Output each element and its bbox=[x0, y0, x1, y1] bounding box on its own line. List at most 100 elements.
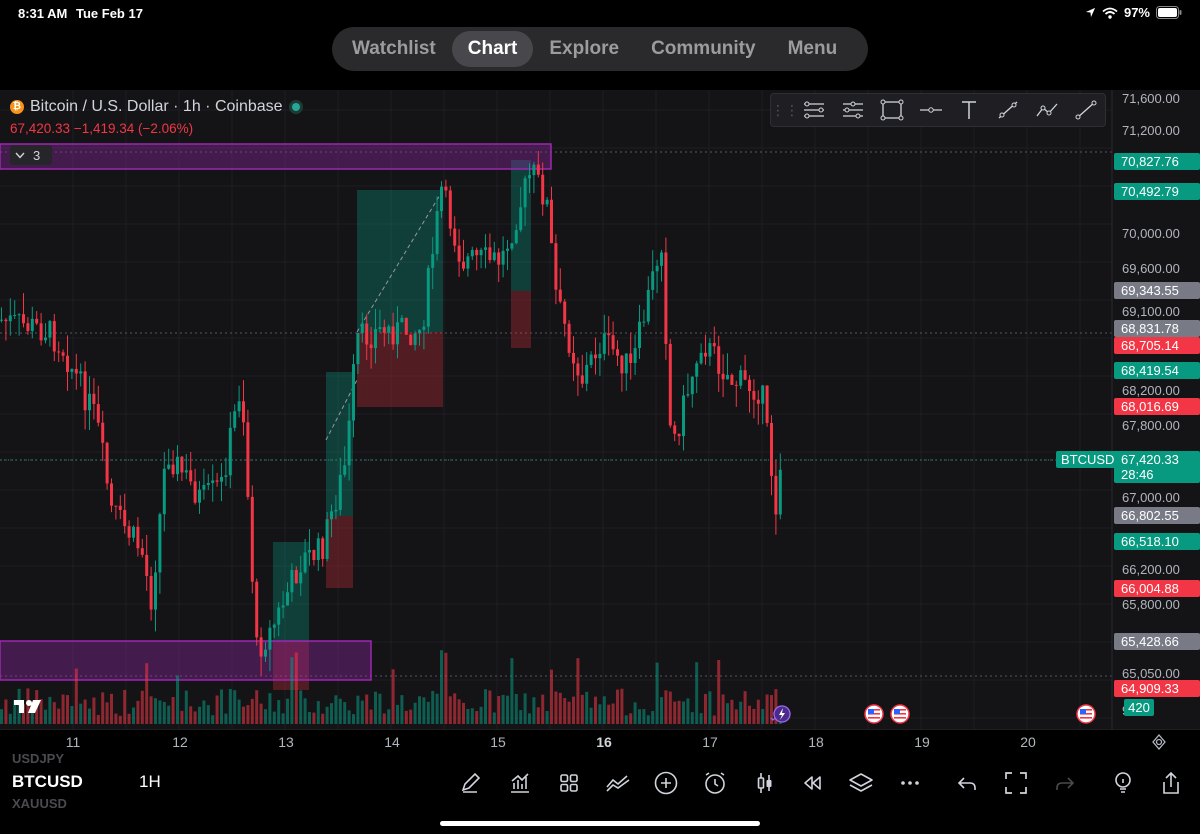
candle-body bbox=[655, 265, 659, 272]
volume-bar bbox=[396, 704, 399, 724]
candle-body bbox=[404, 317, 408, 335]
more-icon[interactable] bbox=[895, 768, 925, 798]
parallel-channel-icon[interactable] bbox=[834, 95, 873, 125]
candle-body bbox=[536, 164, 540, 175]
candle-body bbox=[589, 354, 593, 365]
volume-bar bbox=[721, 694, 725, 724]
layers-icon[interactable] bbox=[846, 768, 876, 798]
candle-body bbox=[272, 624, 276, 628]
us-event-icon[interactable] bbox=[864, 704, 884, 729]
alert-icon[interactable] bbox=[700, 768, 730, 798]
volume-bar bbox=[57, 708, 61, 724]
line-icon[interactable] bbox=[1066, 95, 1105, 125]
next-symbol[interactable]: XAUUSD bbox=[12, 796, 67, 811]
candle-body bbox=[677, 433, 681, 437]
volume-bar bbox=[765, 694, 769, 724]
chart-settings-icon[interactable] bbox=[1150, 733, 1168, 751]
candle-body bbox=[668, 343, 672, 426]
add-icon[interactable] bbox=[651, 768, 681, 798]
undo-icon[interactable] bbox=[952, 768, 982, 798]
candle-body bbox=[83, 371, 87, 411]
candle-body bbox=[105, 442, 109, 484]
volume-bar bbox=[664, 690, 668, 724]
horizontal-ray-icon[interactable] bbox=[795, 95, 834, 125]
text-icon[interactable] bbox=[950, 95, 989, 125]
volume-bar bbox=[149, 696, 153, 724]
volume-bar bbox=[290, 657, 294, 724]
price-tick: 67,800.00 bbox=[1122, 418, 1180, 433]
volume-bar bbox=[66, 695, 69, 724]
candle-body bbox=[444, 186, 448, 191]
candle-body bbox=[26, 323, 30, 332]
share-icon[interactable] bbox=[1156, 768, 1186, 798]
candle-body bbox=[734, 384, 738, 386]
tab-community[interactable]: Community bbox=[651, 38, 756, 59]
chart-area[interactable] bbox=[0, 90, 1200, 730]
price-badge: 68,705.14 bbox=[1114, 337, 1200, 354]
volume-bar bbox=[330, 703, 333, 724]
tab-watchlist[interactable]: Watchlist bbox=[352, 38, 436, 59]
pencil-icon[interactable] bbox=[455, 768, 485, 798]
redo-icon[interactable] bbox=[1050, 768, 1080, 798]
candle-body bbox=[752, 391, 756, 400]
symbol-legend[interactable]: ₿ Bitcoin / U.S. Dollar · 1h · Coinbase bbox=[10, 98, 303, 116]
candle-body bbox=[290, 570, 294, 593]
volume-bar bbox=[695, 662, 699, 724]
candle-type-icon[interactable] bbox=[750, 768, 780, 798]
indicators-toggle[interactable]: 3 bbox=[10, 145, 52, 165]
replay-icon[interactable] bbox=[797, 768, 827, 798]
drag-handle[interactable]: ⋮⋮ bbox=[771, 101, 799, 118]
status-time: 8:31 AM bbox=[18, 6, 68, 21]
timeframe-selector[interactable]: 1H bbox=[139, 772, 161, 791]
volume-bar bbox=[228, 688, 232, 724]
chevron-down-icon bbox=[15, 152, 25, 159]
earnings-event-icon[interactable] bbox=[769, 704, 793, 724]
price-badge: 68,016.69 bbox=[1114, 398, 1200, 415]
indicators-icon[interactable] bbox=[505, 768, 535, 798]
volume-bar bbox=[572, 696, 575, 724]
symbol-selector[interactable]: BTCUSD bbox=[12, 772, 83, 791]
volume-bar bbox=[145, 663, 149, 724]
chart-canvas[interactable] bbox=[0, 90, 1200, 730]
candle-body bbox=[228, 427, 232, 476]
candle-body bbox=[140, 548, 144, 555]
price-badge: 69,343.55 bbox=[1114, 282, 1200, 299]
rectangle-icon[interactable] bbox=[873, 95, 912, 125]
us-event-icon[interactable] bbox=[1076, 704, 1096, 729]
tab-explore[interactable]: Explore bbox=[549, 38, 620, 59]
compare-icon[interactable] bbox=[603, 768, 633, 798]
trend-line-icon[interactable] bbox=[989, 95, 1028, 125]
volume-bar bbox=[220, 689, 223, 724]
candle-body bbox=[598, 353, 602, 359]
us-event-icon[interactable] bbox=[890, 704, 910, 729]
candle-body bbox=[277, 607, 281, 625]
fullscreen-icon[interactable] bbox=[1001, 768, 1031, 798]
path-icon[interactable] bbox=[1028, 95, 1067, 125]
ideas-icon[interactable] bbox=[1108, 768, 1138, 798]
price-tick: 66,200.00 bbox=[1122, 562, 1180, 577]
candle-body bbox=[453, 228, 457, 246]
location-icon bbox=[1085, 7, 1096, 18]
candle-body bbox=[180, 456, 184, 473]
layout-grid-icon[interactable] bbox=[554, 768, 584, 798]
candle-body bbox=[127, 526, 131, 538]
prev-symbol[interactable]: USDJPY bbox=[12, 751, 65, 766]
volume-bar bbox=[400, 695, 404, 724]
candle-body bbox=[761, 385, 765, 404]
tab-chart[interactable]: Chart bbox=[451, 31, 534, 67]
volume-bar bbox=[712, 715, 716, 724]
candle-body bbox=[123, 510, 127, 527]
candle-body bbox=[695, 363, 699, 377]
candle-body bbox=[79, 371, 83, 374]
price-tick: 69,100.00 bbox=[1122, 304, 1180, 319]
volume-bar bbox=[545, 710, 549, 724]
volume-bar bbox=[286, 698, 289, 724]
market-open-icon bbox=[288, 100, 303, 114]
candle-body bbox=[673, 425, 677, 434]
volume-bar bbox=[167, 705, 171, 724]
volume-bar bbox=[215, 695, 219, 724]
candle-body bbox=[92, 393, 96, 405]
horizontal-line-icon[interactable] bbox=[911, 95, 950, 125]
tab-menu[interactable]: Menu bbox=[787, 38, 838, 59]
volume-bar bbox=[589, 707, 593, 724]
